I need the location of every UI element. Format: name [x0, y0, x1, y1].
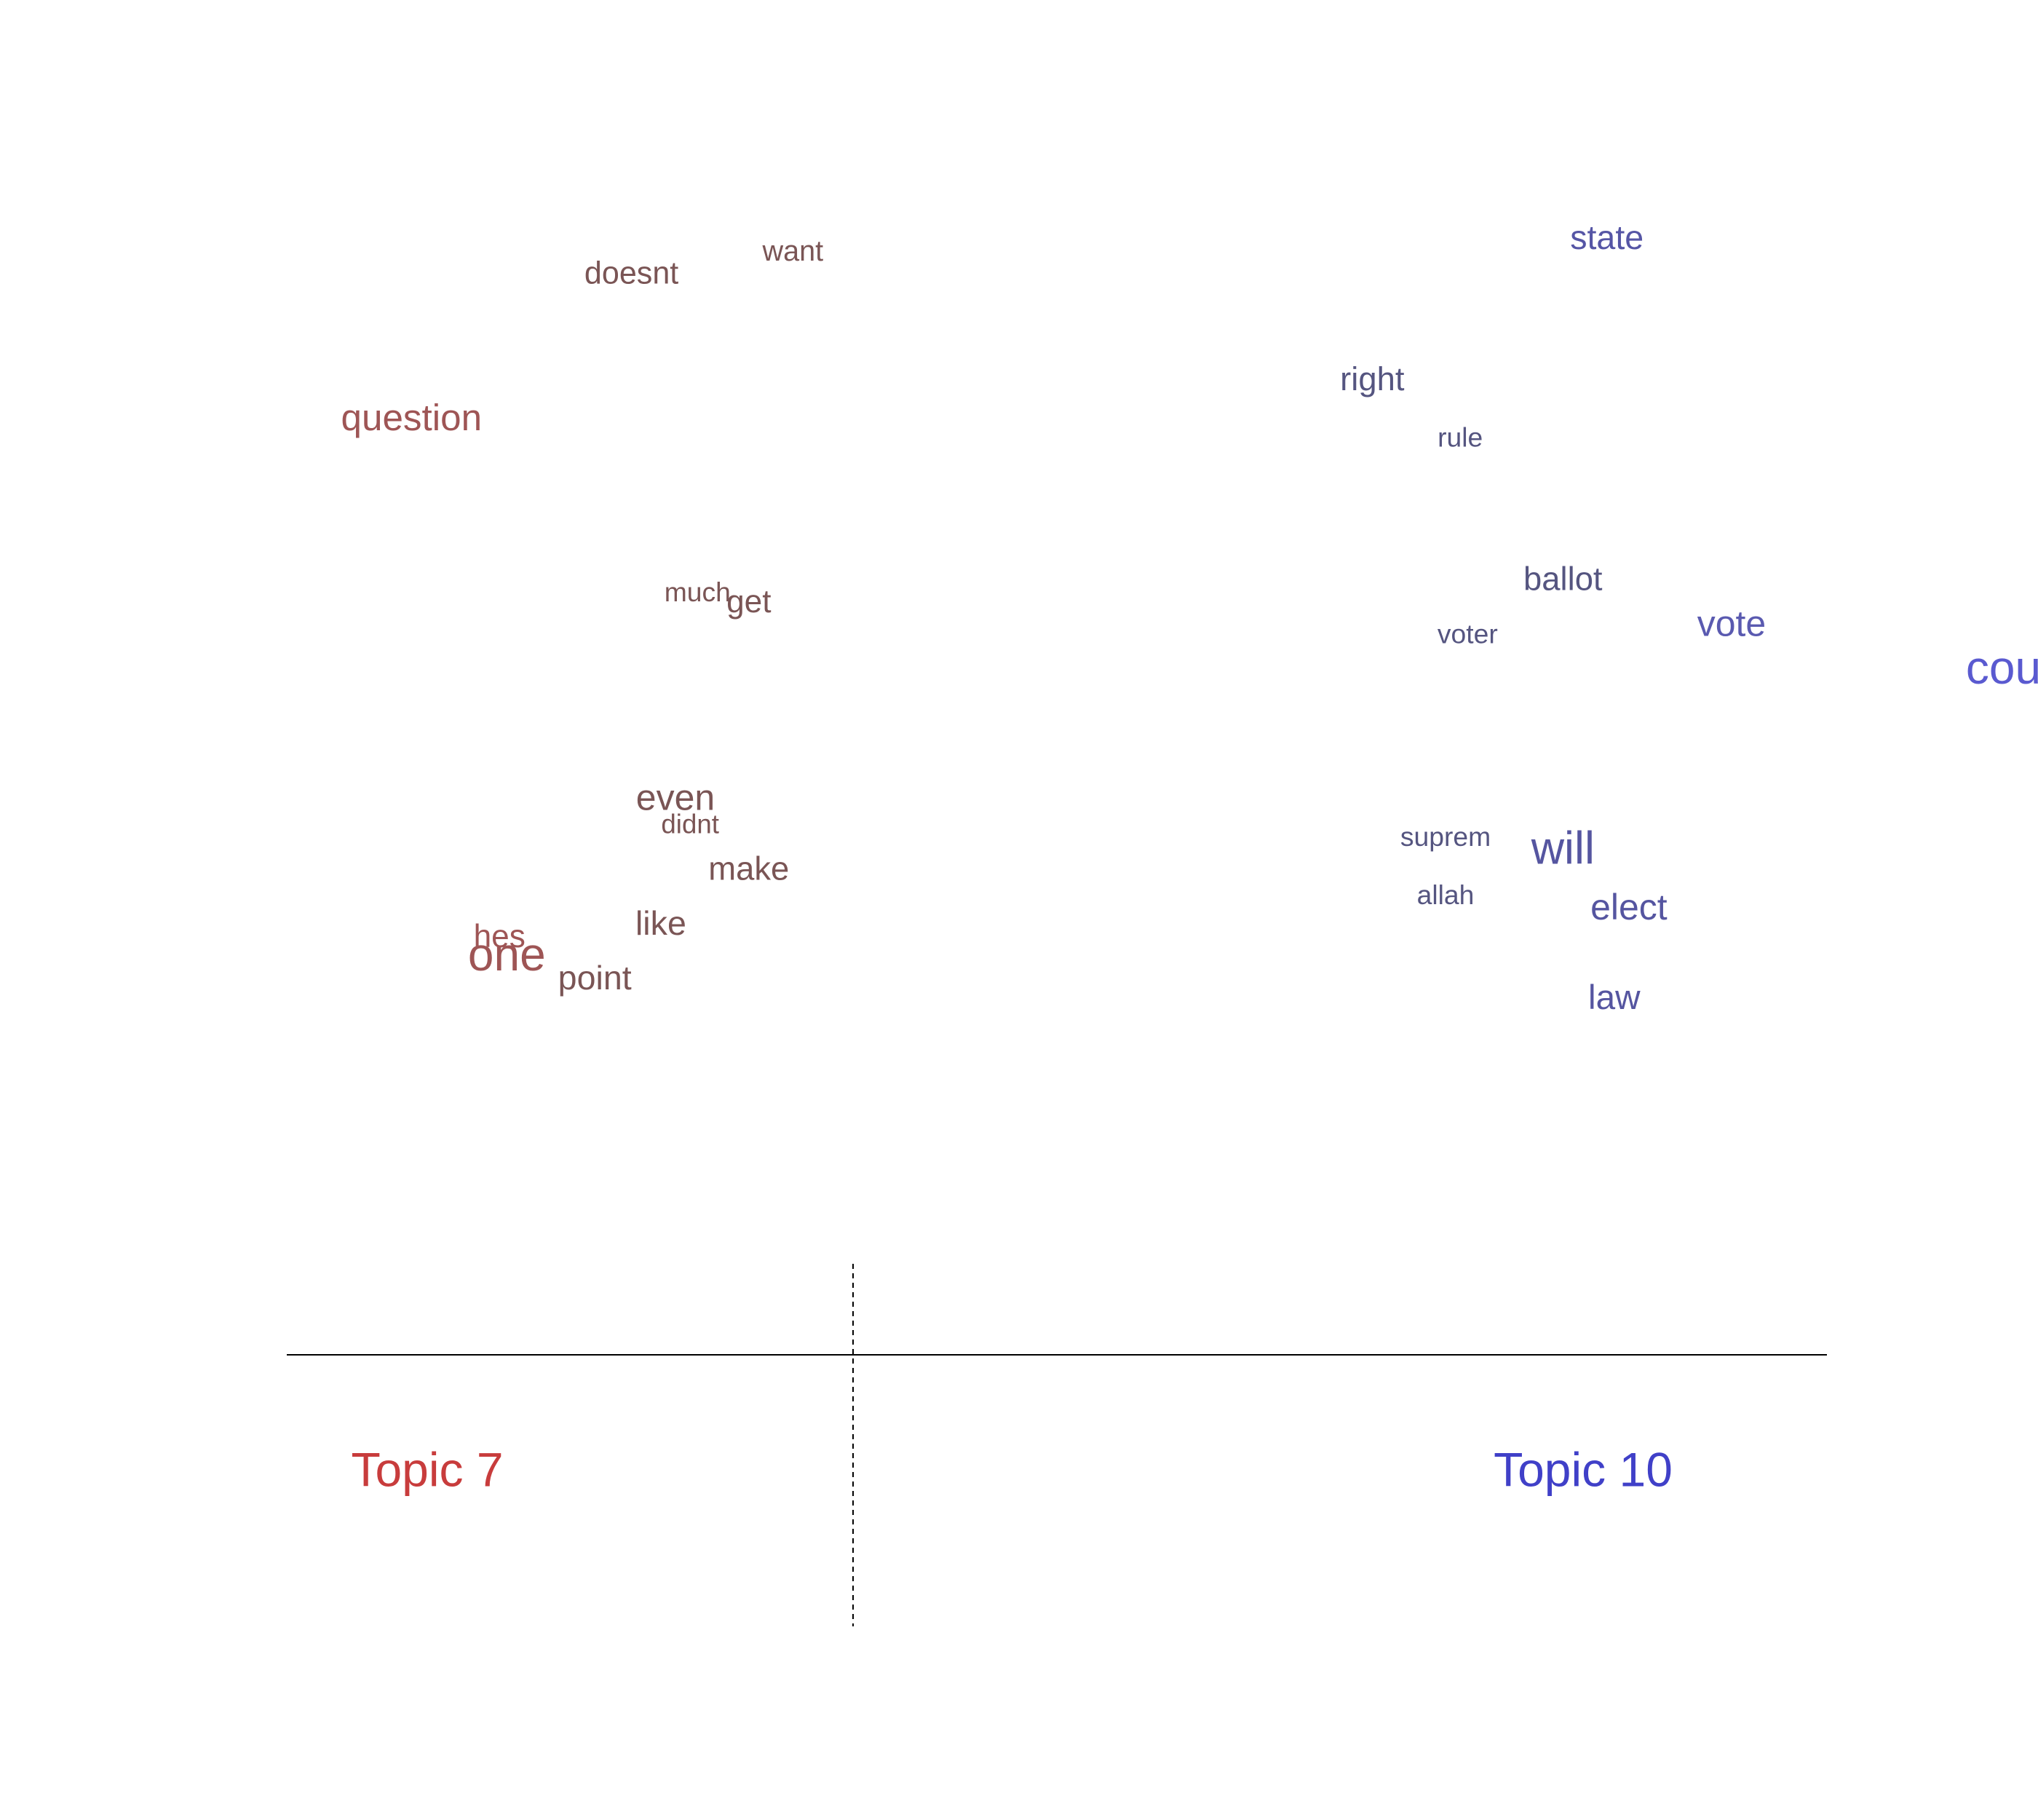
word-label-like: like [635, 904, 686, 942]
topic-label-2: Topic 10 [1494, 1442, 1673, 1496]
word-label-want: want [761, 235, 823, 267]
word-label-allah: allah [1417, 879, 1475, 910]
word-label-vote: vote [1697, 604, 1767, 644]
word-label-elect: elect [1590, 887, 1668, 927]
word-label-much: much [665, 577, 731, 607]
word-label-rule: rule [1438, 422, 1483, 453]
word-label-court: court [1966, 641, 2038, 694]
word-label-question: question [341, 397, 483, 438]
axes-layer [287, 1264, 1827, 1626]
topic-label-1: Topic 7 [351, 1442, 503, 1496]
word-label-one: one [468, 928, 546, 981]
word-label-will: will [1531, 823, 1595, 874]
word-label-didnt: didnt [661, 809, 719, 839]
word-label-get: get [726, 584, 771, 620]
word-label-state: state [1570, 218, 1644, 256]
word-label-suprem: suprem [1400, 821, 1491, 852]
word-label-right: right [1340, 360, 1405, 397]
word-label-point: point [558, 959, 632, 997]
word-label-hes: hes [474, 919, 526, 954]
topic-labels-layer: Topic 7 Topic 10 [351, 1442, 1672, 1496]
word-label-law: law [1588, 978, 1641, 1017]
word-label-make: make [708, 850, 789, 887]
word-label-doesnt: doesnt [584, 256, 678, 291]
word-label-even: even [636, 777, 715, 818]
word-label-ballot: ballot [1523, 561, 1603, 598]
word-label-voter: voter [1438, 619, 1498, 649]
